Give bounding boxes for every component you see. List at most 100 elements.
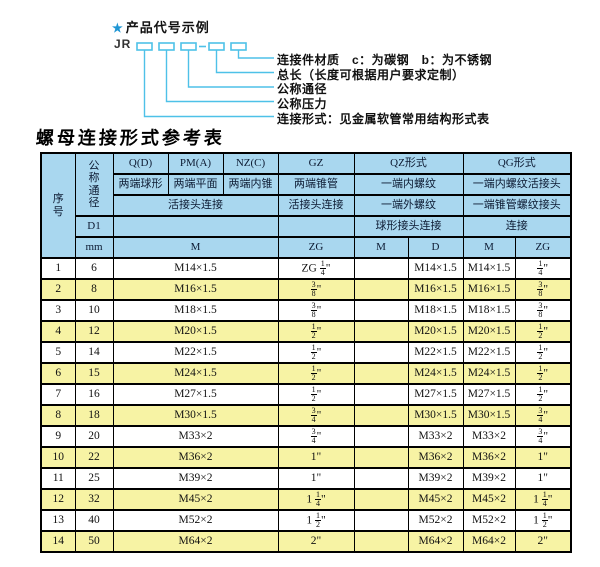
cell-qz-d: M45×2	[407, 488, 464, 511]
cell-qg-m: M39×2	[462, 467, 516, 490]
code-label-pressure: 公称压力	[277, 97, 328, 111]
cell-seq: 9	[40, 425, 76, 448]
header-qd-desc: 两端球形	[112, 173, 169, 196]
cell-zg: 3 4 "	[277, 425, 355, 448]
cell-qg-zg: 2"	[514, 530, 572, 553]
cell-m: M30×1.5	[112, 404, 279, 427]
cell-dn: 6	[74, 257, 114, 280]
header-group-qd: Q(D)	[112, 152, 169, 175]
cell-m: M64×2	[112, 530, 279, 553]
cell-qg-m: M45×2	[462, 488, 516, 511]
cell-zg: 1 1 4 "	[277, 488, 355, 511]
cell-qz-d: M33×2	[407, 425, 464, 448]
table-row: 7 16 M27×1.5 1 2 " M27×1.5 M27×1.5 1 2 "	[40, 383, 572, 406]
cell-seq: 2	[40, 278, 76, 301]
header-dn: 公 称 通 径	[74, 152, 114, 217]
cell-qg-m: M22×1.5	[462, 341, 516, 364]
header-qz-ball-conn: 球形接头连接	[353, 215, 464, 238]
header-nz-desc: 两端内锥	[222, 173, 279, 196]
cell-qz-d: M64×2	[407, 530, 464, 553]
header-qz-desc: 一端内螺纹	[353, 173, 464, 196]
header-empty-gz	[277, 215, 355, 238]
header-qg-connect: 连接	[462, 215, 572, 238]
cell-dn: 16	[74, 383, 114, 406]
table-row: 13 40 M52×2 1 1 2 " M52×2 M52×2 1 1 2 "	[40, 509, 572, 532]
cell-qg-m: M20×1.5	[462, 320, 516, 343]
header-d1: D1	[74, 215, 114, 238]
cell-qg-zg: 1 4 "	[514, 257, 572, 280]
table-row: 6 15 M24×1.5 1 2 " M24×1.5 M24×1.5 1 2 "	[40, 362, 572, 385]
cell-qz-d: M22×1.5	[407, 341, 464, 364]
cell-qz-m	[353, 362, 409, 385]
cell-m: M22×1.5	[112, 341, 279, 364]
header-unit-m: M	[112, 236, 279, 259]
cell-m: M24×1.5	[112, 362, 279, 385]
diagram-title: ★ 产品代号示例	[112, 17, 210, 36]
cell-dn: 25	[74, 467, 114, 490]
code-box-3	[180, 42, 197, 51]
table-title: 螺母连接形式参考表	[35, 128, 226, 148]
cell-qz-d: M16×1.5	[407, 278, 464, 301]
cell-qg-zg: 1 1 2 "	[514, 509, 572, 532]
cell-qz-d: M36×2	[407, 446, 464, 469]
header-qg-conn: 一端锥管螺纹接头	[462, 194, 572, 217]
cell-qz-d: M52×2	[407, 509, 464, 532]
cell-dn: 8	[74, 278, 114, 301]
cell-qz-d: M30×1.5	[407, 404, 464, 427]
cell-qz-m	[353, 404, 409, 427]
cell-qg-m: M30×1.5	[462, 404, 516, 427]
cell-qz-d: M39×2	[407, 467, 464, 490]
cell-qz-m	[353, 278, 409, 301]
cell-qg-zg: 1 2 "	[514, 383, 572, 406]
cell-qz-d: M24×1.5	[407, 362, 464, 385]
cell-qg-zg: 1 2 "	[514, 320, 572, 343]
cell-qz-m	[353, 320, 409, 343]
cell-dn: 40	[74, 509, 114, 532]
cell-zg: 3 8 "	[277, 299, 355, 322]
cell-dn: 18	[74, 404, 114, 427]
cell-qg-m: M18×1.5	[462, 299, 516, 322]
table-row: 2 8 M16×1.5 3 8 " M16×1.5 M16×1.5 3 8 "	[40, 278, 572, 301]
cell-zg: 1 2 "	[277, 341, 355, 364]
table-row: 9 20 M33×2 3 4 " M33×2 M33×2 3 4 "	[40, 425, 572, 448]
cell-qz-d: M14×1.5	[407, 257, 464, 280]
cell-qg-zg: 1"	[514, 467, 572, 490]
cell-dn: 12	[74, 320, 114, 343]
cell-m: M18×1.5	[112, 299, 279, 322]
cell-m: M39×2	[112, 467, 279, 490]
cell-seq: 12	[40, 488, 76, 511]
cell-zg: 1"	[277, 446, 355, 469]
table-row: 8 18 M30×1.5 3 4 " M30×1.5 M30×1.5 3 4 "	[40, 404, 572, 427]
cell-m: M16×1.5	[112, 278, 279, 301]
table-row: 14 50 M64×2 2" M64×2 M64×2 2"	[40, 530, 572, 553]
cell-seq: 10	[40, 446, 76, 469]
header-group-pm: PM(A)	[167, 152, 224, 175]
table-row: 5 14 M22×1.5 1 2 " M22×1.5 M22×1.5 1 2 "	[40, 341, 572, 364]
cell-qg-zg: 3 4 "	[514, 404, 572, 427]
table-row: 11 25 M39×2 1" M39×2 M39×2 1"	[40, 467, 572, 490]
table-row: 4 12 M20×1.5 1 2 " M20×1.5 M20×1.5 1 2 "	[40, 320, 572, 343]
cell-zg: 3 4 "	[277, 404, 355, 427]
cell-zg: 1 2 "	[277, 320, 355, 343]
table-row: 10 22 M36×2 1" M36×2 M36×2 1"	[40, 446, 572, 469]
cell-m: M20×1.5	[112, 320, 279, 343]
cell-qg-zg: 3 8 "	[514, 299, 572, 322]
cell-dn: 32	[74, 488, 114, 511]
cell-qz-m	[353, 299, 409, 322]
cell-seq: 11	[40, 467, 76, 490]
cell-dn: 14	[74, 341, 114, 364]
cell-dn: 22	[74, 446, 114, 469]
nut-connection-table: 序 号 公 称 通 径 Q(D) PM(A) NZ(C) GZ QZ形式 QG形…	[40, 152, 573, 553]
header-qg-desc: 一端内螺纹活接头	[462, 173, 572, 196]
cell-qg-m: M24×1.5	[462, 362, 516, 385]
code-label-length: 总长（长度可根据用户要求定制）	[277, 68, 465, 82]
cell-zg: ZG 1 4 "	[277, 257, 355, 280]
table-row: 12 32 M45×2 1 1 4 " M45×2 M45×2 1 1 4 "	[40, 488, 572, 511]
table-row: 1 6 M14×1.5 ZG 1 4 " M14×1.5 M14×1.5 1 4 "	[40, 257, 572, 280]
cell-qz-m	[353, 467, 409, 490]
cell-m: M27×1.5	[112, 383, 279, 406]
header-unit-qz-d: D	[407, 236, 464, 259]
header-unit-qg-m: M	[462, 236, 516, 259]
header-pm-desc: 两端平面	[167, 173, 224, 196]
cell-qg-m: M27×1.5	[462, 383, 516, 406]
